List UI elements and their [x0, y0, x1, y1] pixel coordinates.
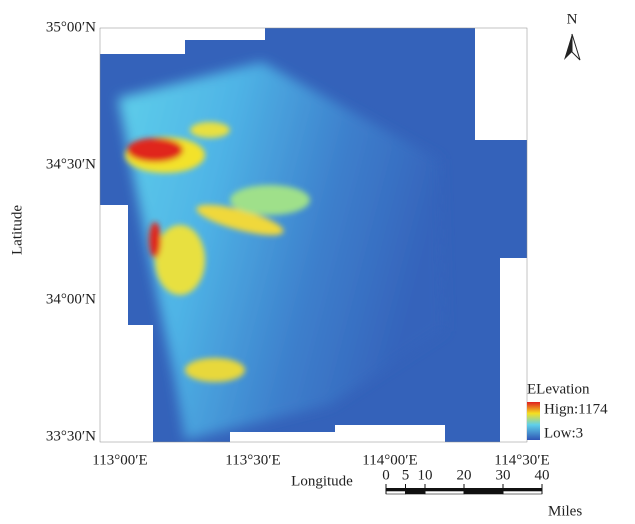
legend-low: Low:3 — [544, 425, 583, 441]
scale-segment — [405, 490, 426, 495]
north-arrow: N — [564, 11, 581, 61]
legend-ramp — [527, 402, 540, 440]
scale-segment — [464, 488, 503, 491]
north-label: N — [567, 11, 578, 27]
x-axis-title: Longitude — [291, 473, 353, 489]
y-tick-label: 34°30′N — [46, 156, 96, 172]
scale-segment — [463, 490, 504, 495]
map-frame — [99, 27, 528, 443]
scale-segment — [424, 490, 465, 495]
scale-segment — [386, 488, 406, 491]
scale-unit: Miles — [548, 503, 582, 519]
scale-label: 0 — [382, 467, 390, 483]
elevation-raster — [100, 28, 527, 442]
scale-segment — [425, 488, 464, 491]
scale-label: 20 — [457, 467, 472, 483]
x-tick-label: 113°30′E — [225, 452, 280, 468]
y-tick-label: 34°00′N — [46, 291, 96, 307]
scale-label: 10 — [418, 467, 433, 483]
y-tick-label: 35°00′N — [46, 19, 96, 35]
y-axis-title: Latitude — [9, 205, 25, 255]
legend-title: ELevation — [527, 381, 590, 397]
scale-segment — [503, 488, 542, 491]
scale-label: 5 — [402, 467, 410, 483]
scale-segment — [385, 490, 406, 495]
scale-label: 30 — [496, 467, 511, 483]
scale-segment — [405, 488, 425, 491]
y-tick-label: 33°30′N — [46, 428, 96, 444]
x-tick-label: 113°00′E — [92, 452, 147, 468]
legend-high: Hign:1174 — [544, 401, 608, 417]
x-tick-label: 114°30′E — [494, 452, 549, 468]
x-tick-label: 114°00′E — [362, 452, 417, 468]
scale-label: 40 — [535, 467, 550, 483]
scale-segment — [502, 490, 543, 495]
